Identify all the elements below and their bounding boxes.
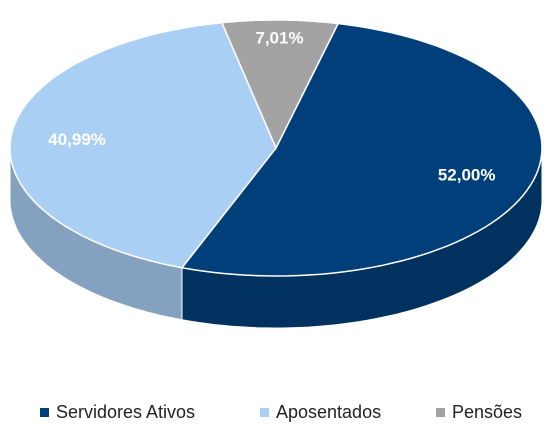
- legend-marker: [40, 408, 49, 417]
- data-label: 52,00%: [438, 166, 496, 185]
- slice: [180, 22, 543, 277]
- data-label: 7,01%: [255, 29, 303, 48]
- legend-marker: [260, 408, 269, 417]
- data-label: 40,99%: [48, 130, 106, 149]
- legend-label: Aposentados: [276, 402, 381, 422]
- legend-label: Servidores Ativos: [56, 402, 195, 422]
- legend-marker: [436, 408, 445, 417]
- slice: [220, 19, 340, 150]
- slice: [9, 21, 277, 269]
- legend-label: Pensões: [452, 402, 522, 422]
